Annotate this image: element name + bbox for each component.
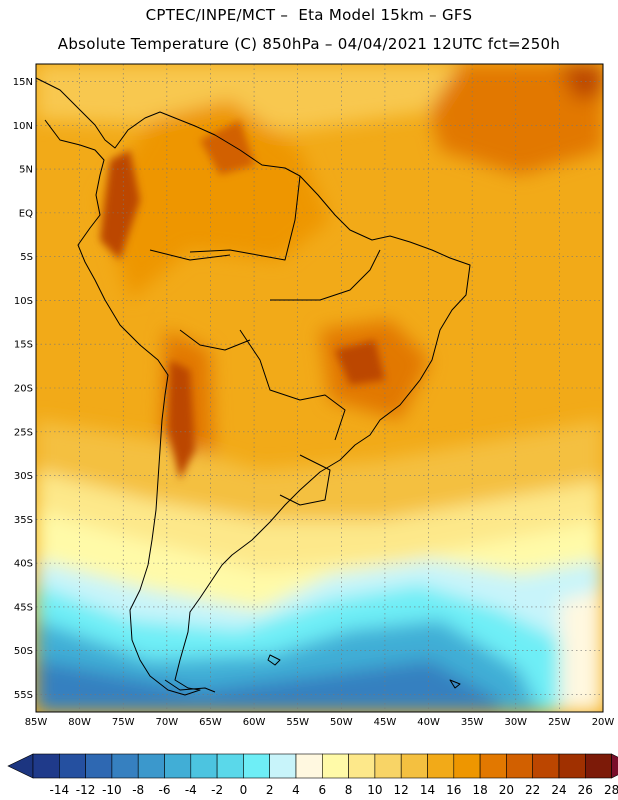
lat-label: 30S — [14, 471, 33, 482]
lon-label: 50W — [330, 717, 353, 728]
colorbar-label: 26 — [578, 783, 593, 797]
latitude-labels: 15N 10N 5N EQ 5S 10S 15S 20S 25S 30S 35S 40S 45S 50S 5… — [13, 77, 33, 701]
colorbar-label: 22 — [525, 783, 540, 797]
colorbar-label: 14 — [420, 783, 435, 797]
lat-label: 50S — [14, 646, 33, 657]
colorbar-label: 10 — [367, 783, 382, 797]
colorbar-swatch — [216, 753, 244, 779]
lon-label: 70W — [156, 717, 179, 728]
colorbar-swatch — [190, 753, 218, 779]
colorbar-swatch — [269, 753, 297, 779]
colorbar-swatch — [32, 753, 60, 779]
map-title-line2: Absolute Temperature (C) 850hPa – 04/04/… — [57, 35, 561, 53]
colorbar-label: -8 — [132, 783, 144, 797]
map-title-line1: CPTEC/INPE/MCT – Eta Model 15km – GFS — [145, 6, 473, 24]
colorbar-label: 2 — [266, 783, 274, 797]
colorbar — [7, 753, 618, 779]
colorbar-label: 28 — [604, 783, 618, 797]
lat-label: 10S — [14, 296, 33, 307]
colorbar-label: 24 — [551, 783, 566, 797]
lat-label: 10N — [13, 121, 33, 132]
lat-label: 15N — [13, 77, 33, 88]
colorbar-swatch — [321, 753, 349, 779]
colorbar-label: 12 — [394, 783, 409, 797]
lat-label: 40S — [14, 559, 33, 570]
lon-label: 20W — [592, 717, 615, 728]
lat-label: 15S — [14, 340, 33, 351]
lon-label: 65W — [199, 717, 222, 728]
colorbar-swatch — [243, 753, 270, 779]
colorbar-swatch — [427, 753, 455, 779]
colorbar-swatch — [111, 753, 139, 779]
colorbar-label: -6 — [159, 783, 171, 797]
colorbar-label: 4 — [292, 783, 300, 797]
colorbar-label: -12 — [76, 783, 96, 797]
coastlines — [35, 77, 471, 696]
colorbar-label: 8 — [345, 783, 353, 797]
colorbar-over-arrow — [611, 753, 618, 779]
lon-label: 60W — [243, 717, 266, 728]
colorbar-label: -10 — [102, 783, 122, 797]
lat-label: 5S — [20, 252, 33, 263]
colorbar-label: 0 — [240, 783, 248, 797]
lat-label: 35S — [14, 515, 33, 526]
colorbar-label: -2 — [211, 783, 223, 797]
colorbar-label: 18 — [472, 783, 487, 797]
lon-label: 75W — [112, 717, 135, 728]
lon-label: 85W — [25, 717, 48, 728]
colorbar-label: -14 — [49, 783, 69, 797]
colorbar-labels: -14 -12 -10 -8 -6 -4 -2 0 2 4 6 8 10 12 14 16 18 20 22 24 26… — [49, 783, 618, 797]
colorbar-swatch — [58, 753, 86, 779]
map-frame — [35, 63, 604, 713]
colorbar-swatch — [164, 753, 192, 779]
lat-label: 20S — [14, 384, 33, 395]
colorbar-swatch — [348, 753, 376, 779]
colorbar-swatch — [532, 753, 560, 779]
colorbar-label: 16 — [446, 783, 461, 797]
colorbar-label: 20 — [499, 783, 514, 797]
colorbar-swatch — [85, 753, 113, 779]
lat-lon-grid — [36, 64, 603, 712]
lat-label: EQ — [19, 208, 33, 219]
colorbar-swatch — [400, 753, 428, 779]
lat-label: 25S — [14, 427, 33, 438]
lon-label: 25W — [548, 717, 571, 728]
colorbar-label: -4 — [185, 783, 197, 797]
colorbar-swatch — [558, 753, 586, 779]
lon-label: 80W — [68, 717, 91, 728]
colorbar-swatch — [506, 753, 533, 779]
lat-label: 5N — [19, 165, 33, 176]
colorbar-label: 6 — [318, 783, 326, 797]
colorbar-swatch — [295, 753, 323, 779]
lon-label: 35W — [461, 717, 484, 728]
lat-label: 45S — [14, 602, 33, 613]
colorbar-swatch — [137, 753, 165, 779]
colorbar-under-arrow — [7, 753, 34, 779]
colorbar-swatch — [453, 753, 481, 779]
lon-label: 40W — [417, 717, 440, 728]
colorbar-swatch — [584, 753, 612, 779]
longitude-labels: 85W 80W 75W 70W 65W 60W 55W 50W 45W 40W 35W 30W 25W 2… — [25, 717, 615, 728]
lon-label: 45W — [374, 717, 397, 728]
colorbar-swatch — [374, 753, 402, 779]
colorbar-swatch — [479, 753, 507, 779]
lat-label: 55S — [14, 690, 33, 701]
lon-label: 55W — [286, 717, 309, 728]
lon-label: 30W — [504, 717, 527, 728]
